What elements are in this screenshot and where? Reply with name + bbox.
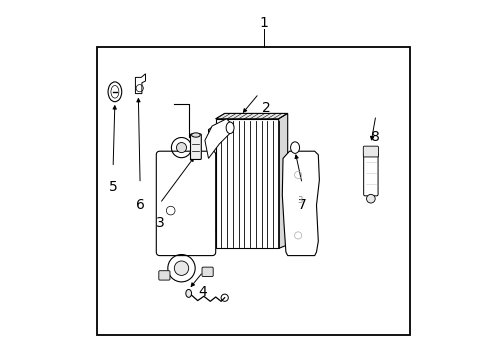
Text: 3: 3 xyxy=(155,216,164,230)
Text: 3: 3 xyxy=(296,196,302,204)
Polygon shape xyxy=(135,74,145,94)
Circle shape xyxy=(176,143,186,153)
FancyBboxPatch shape xyxy=(159,271,170,280)
Text: 1: 1 xyxy=(259,17,268,30)
Ellipse shape xyxy=(108,82,122,102)
Text: 2: 2 xyxy=(261,101,270,115)
Text: 4: 4 xyxy=(198,285,207,298)
Text: 6: 6 xyxy=(135,198,144,212)
Polygon shape xyxy=(282,151,319,256)
Polygon shape xyxy=(215,113,287,119)
Ellipse shape xyxy=(111,86,119,98)
FancyBboxPatch shape xyxy=(156,151,215,256)
Ellipse shape xyxy=(185,289,191,297)
Polygon shape xyxy=(208,122,230,238)
Ellipse shape xyxy=(225,122,234,134)
Circle shape xyxy=(366,194,374,203)
FancyBboxPatch shape xyxy=(363,146,378,157)
FancyBboxPatch shape xyxy=(363,153,377,196)
Polygon shape xyxy=(204,119,233,158)
Ellipse shape xyxy=(191,133,200,137)
Circle shape xyxy=(174,261,188,275)
Text: 5: 5 xyxy=(108,180,117,194)
Bar xyxy=(97,47,409,335)
Polygon shape xyxy=(215,119,278,248)
FancyBboxPatch shape xyxy=(190,134,201,159)
FancyBboxPatch shape xyxy=(202,267,213,276)
Ellipse shape xyxy=(290,142,299,153)
Polygon shape xyxy=(278,113,287,248)
Text: 7: 7 xyxy=(297,198,306,212)
Text: 8: 8 xyxy=(371,130,380,144)
